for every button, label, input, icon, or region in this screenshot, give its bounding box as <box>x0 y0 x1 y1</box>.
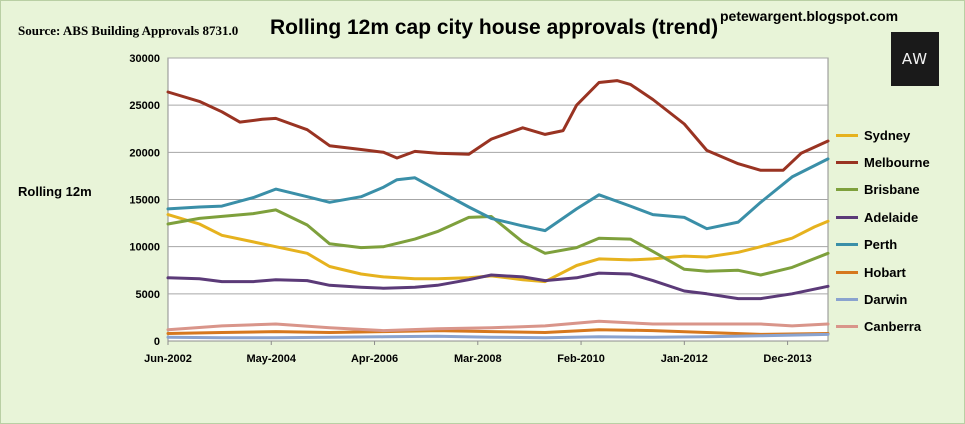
x-tick-label: Jun-2002 <box>144 353 192 365</box>
legend-item-adelaide: Adelaide <box>836 207 918 227</box>
legend-swatch <box>836 297 858 301</box>
series-lines <box>166 79 830 340</box>
chart-title: Rolling 12m cap city house approvals (tr… <box>270 16 719 39</box>
legend-label: Melbourne <box>864 154 930 170</box>
legend-swatch <box>836 215 858 219</box>
legend-item-melbourne: Melbourne <box>836 152 930 172</box>
y-axis-label: Rolling 12m <box>18 184 92 199</box>
series-line-hobart <box>166 328 830 336</box>
source-note: Source: ABS Building Approvals 8731.0 <box>18 23 239 38</box>
legend-swatch <box>836 270 858 274</box>
legend-label: Perth <box>864 237 898 253</box>
y-axis: 0 5000 10000 15000 20000 25000 30000 <box>129 53 160 348</box>
series-line-adelaide <box>166 271 830 301</box>
y-tick-label: 30000 <box>129 53 160 65</box>
y-tick-label: 0 <box>154 336 160 348</box>
legend-label: Canberra <box>864 319 922 335</box>
legend-swatch <box>836 160 858 164</box>
x-tick-label: Apr-2006 <box>351 353 398 365</box>
legend-item-brisbane: Brisbane <box>836 180 920 200</box>
legend-label: Darwin <box>864 291 908 307</box>
y-tick-label: 20000 <box>129 147 160 159</box>
legend-swatch <box>836 243 858 247</box>
x-tick-label: Jan-2012 <box>661 353 708 365</box>
x-tick-label: Dec-2013 <box>763 353 811 365</box>
legend-item-sydney: Sydney <box>836 125 910 145</box>
y-tick-label: 15000 <box>129 195 160 207</box>
legend-swatch <box>836 133 858 137</box>
series-line-brisbane <box>166 208 830 277</box>
series-line-darwin <box>166 332 830 340</box>
legend-item-canberra: Canberra <box>836 317 921 337</box>
legend-item-darwin: Darwin <box>836 289 907 309</box>
legend-item-perth: Perth <box>836 235 897 255</box>
x-tick-label: May-2004 <box>246 353 296 365</box>
legend-item-hobart: Hobart <box>836 262 906 282</box>
site-url[interactable]: petewargent.blogspot.com <box>720 8 899 24</box>
series-line-perth <box>166 157 830 233</box>
legend-swatch <box>836 325 858 329</box>
x-tick-label: Feb-2010 <box>557 353 605 365</box>
y-tick-label: 25000 <box>129 100 160 112</box>
series-line-canberra <box>166 319 830 333</box>
legend-label: Sydney <box>864 127 911 143</box>
y-tick-label: 10000 <box>129 242 160 254</box>
aw-logo: AW <box>891 32 939 86</box>
legend-label: Hobart <box>864 264 906 280</box>
legend-swatch <box>836 188 858 192</box>
x-axis: Jun-2002 May-2004 Apr-2006 Mar-2008 Feb-2010… <box>144 341 812 365</box>
x-tick-label: Mar-2008 <box>454 353 502 365</box>
y-tick-label: 5000 <box>136 289 160 301</box>
series-line-melbourne <box>166 79 830 172</box>
series-line-sydney <box>166 213 830 284</box>
legend-label: Brisbane <box>864 182 920 198</box>
legend-label: Adelaide <box>864 209 919 225</box>
